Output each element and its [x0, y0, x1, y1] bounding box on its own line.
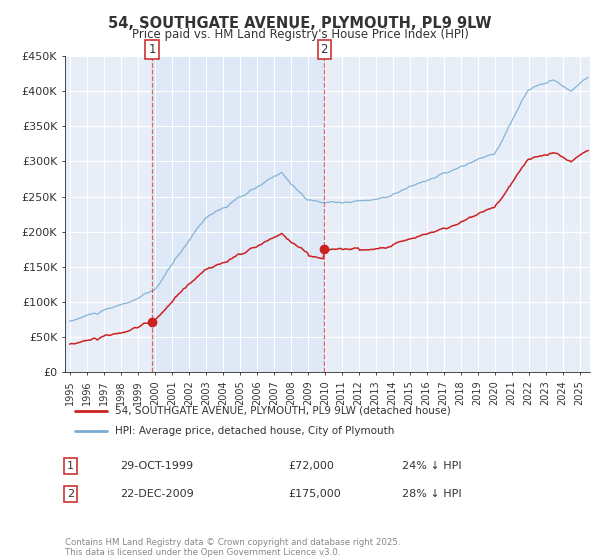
- Text: 22-DEC-2009: 22-DEC-2009: [120, 489, 194, 499]
- Text: £175,000: £175,000: [288, 489, 341, 499]
- Text: 29-OCT-1999: 29-OCT-1999: [120, 461, 193, 471]
- Text: £72,000: £72,000: [288, 461, 334, 471]
- Text: 1: 1: [67, 461, 74, 471]
- Text: 54, SOUTHGATE AVENUE, PLYMOUTH, PL9 9LW (detached house): 54, SOUTHGATE AVENUE, PLYMOUTH, PL9 9LW …: [115, 406, 451, 416]
- Text: Price paid vs. HM Land Registry's House Price Index (HPI): Price paid vs. HM Land Registry's House …: [131, 28, 469, 41]
- Text: 28% ↓ HPI: 28% ↓ HPI: [402, 489, 461, 499]
- Text: 2: 2: [320, 43, 328, 56]
- Text: Contains HM Land Registry data © Crown copyright and database right 2025.
This d: Contains HM Land Registry data © Crown c…: [65, 538, 400, 557]
- Text: 54, SOUTHGATE AVENUE, PLYMOUTH, PL9 9LW: 54, SOUTHGATE AVENUE, PLYMOUTH, PL9 9LW: [108, 16, 492, 31]
- Text: 2: 2: [67, 489, 74, 499]
- Text: HPI: Average price, detached house, City of Plymouth: HPI: Average price, detached house, City…: [115, 426, 394, 436]
- Text: 24% ↓ HPI: 24% ↓ HPI: [402, 461, 461, 471]
- Text: 1: 1: [148, 43, 156, 56]
- Bar: [152, 56, 324, 372]
